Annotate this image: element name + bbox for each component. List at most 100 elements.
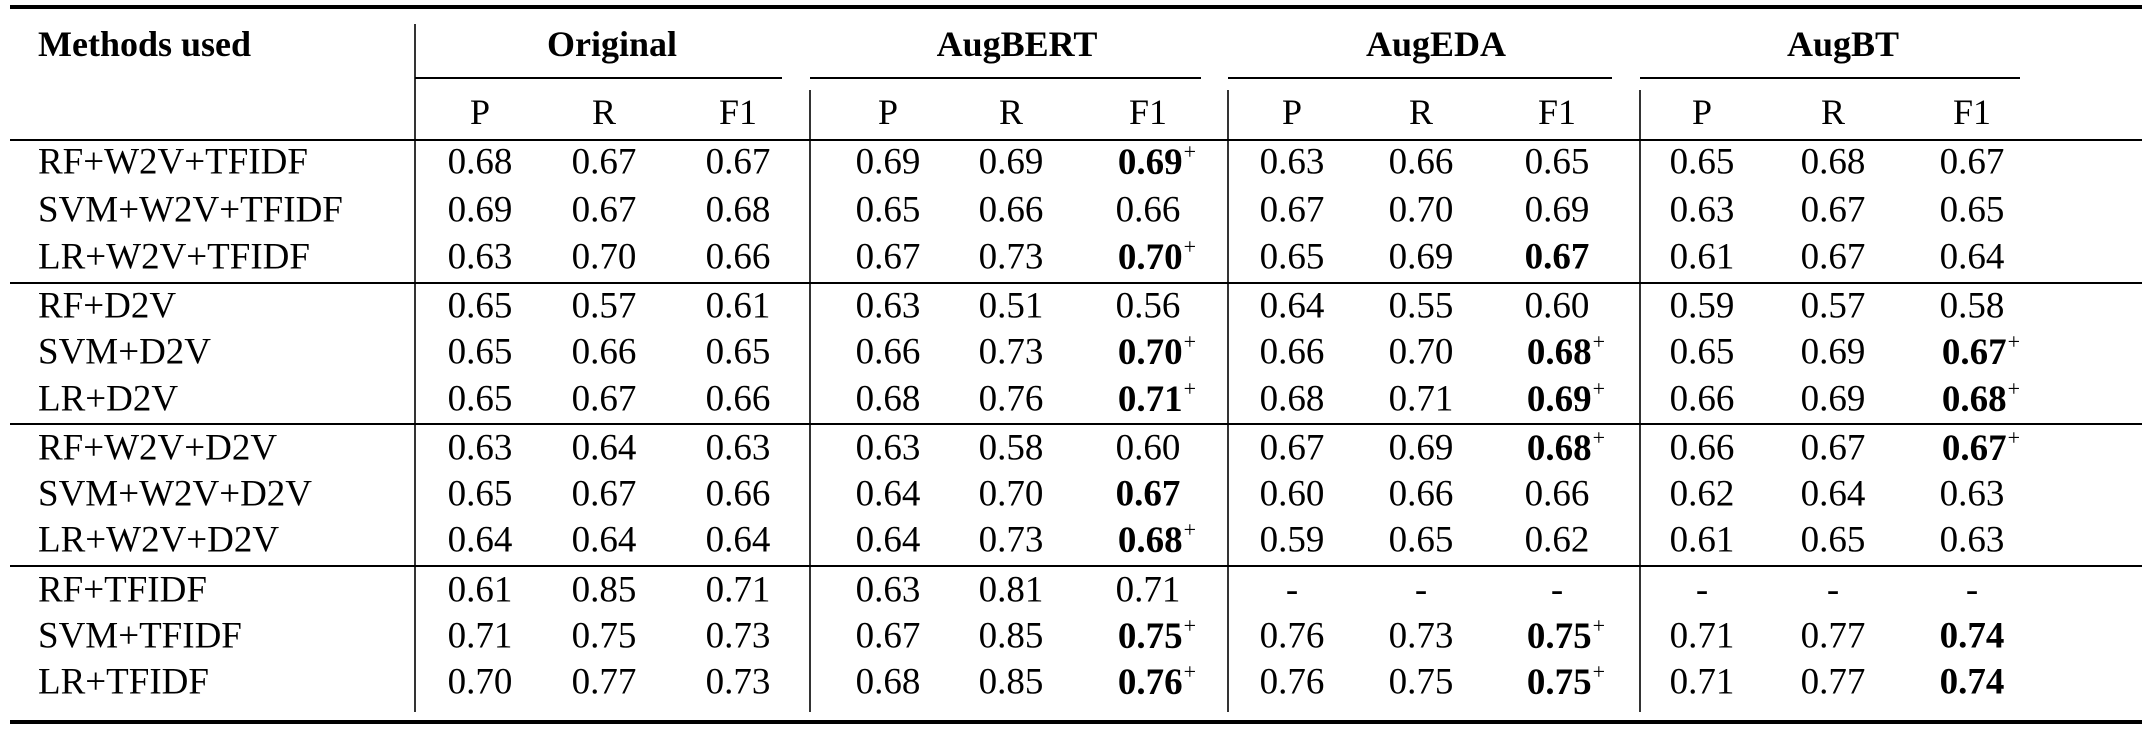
table-cell-value: 0.63	[1939, 519, 2005, 561]
row-method-label: SVM+TFIDF	[38, 615, 242, 657]
table-cell-value: 0.67	[1800, 189, 1866, 231]
table-cell-value: 0.66	[1259, 331, 1325, 373]
table-cell-value: -	[1550, 569, 1564, 611]
subheader-f1: F1	[1952, 92, 1992, 132]
group-header-augeda: AugEDA	[1365, 24, 1507, 64]
significance-marker: +	[1592, 612, 1606, 638]
significance-marker: +	[2007, 375, 2021, 401]
table-cell-value: 0.77	[1800, 661, 1866, 703]
table-cell-value: 0.67	[855, 615, 921, 657]
table-cell-value: 0.68	[1259, 378, 1325, 420]
table-cell-value: 0.61	[1669, 519, 1735, 561]
table-cell-number: 0.75	[1526, 662, 1592, 704]
table-cell-value: 0.75	[571, 615, 637, 657]
table-cell-value: -	[1695, 569, 1709, 611]
row-method-label: LR+W2V+TFIDF	[38, 236, 310, 278]
table-cell-value: 0.65	[1939, 189, 2005, 231]
table-cell-value: 0.68+	[1941, 377, 2020, 421]
table-cell-value: 0.64	[447, 519, 513, 561]
row-method-label: LR+D2V	[38, 378, 179, 420]
table-cell-value: 0.63	[705, 427, 771, 469]
table-cell-value: 0.63	[447, 236, 513, 278]
significance-marker: +	[1183, 375, 1197, 401]
table-cell-value: 0.63	[855, 427, 921, 469]
significance-marker: +	[1592, 658, 1606, 684]
table-cell-number: 0.71	[1117, 379, 1183, 421]
table-cell-value: 0.68	[705, 189, 771, 231]
subheader-p: P	[1691, 92, 1713, 132]
table-cell-value: 0.63	[855, 569, 921, 611]
significance-marker: +	[1592, 375, 1606, 401]
row-method-label: SVM+W2V+TFIDF	[38, 189, 343, 231]
table-cell-number: 0.70	[1117, 237, 1183, 279]
table-cell-value: 0.69	[1388, 236, 1454, 278]
table-cell-value: 0.66	[705, 236, 771, 278]
table-cell-value: 0.69	[1388, 427, 1454, 469]
significance-marker: +	[1592, 424, 1606, 450]
table-cell-value: 0.69+	[1118, 140, 1196, 181]
table-cell-value: 0.73	[1388, 615, 1454, 657]
table-cell-value: 0.70	[571, 236, 637, 278]
table-cell-value: 0.51	[978, 285, 1044, 327]
subheader-p: P	[1281, 92, 1303, 132]
subheader-r: R	[591, 92, 617, 132]
table-cell-value: 0.85	[978, 615, 1044, 657]
table-cell-value: 0.61	[1669, 236, 1735, 278]
table-cell-value: 0.69	[1800, 331, 1866, 373]
table-cell-value: 0.63	[1939, 473, 2005, 515]
table-cell-value: 0.64	[1939, 236, 2005, 278]
subheader-p: P	[877, 92, 899, 132]
table-cell-value: 0.77	[1800, 615, 1866, 657]
significance-marker: +	[1183, 138, 1197, 164]
table-cell-value: 0.65	[1669, 141, 1735, 183]
subheader-p: P	[469, 92, 491, 132]
table-cell-value: 0.69	[447, 189, 513, 231]
table-cell-value: 0.71	[1669, 615, 1735, 657]
table-cell-number: 0.68	[1941, 379, 2007, 421]
table-cell-value: 0.64	[571, 519, 637, 561]
table-cell-number: 0.67	[1941, 428, 2007, 470]
table-cell-value: 0.66	[855, 331, 921, 373]
table-cell-value: -	[1965, 569, 1979, 611]
table-cell-value: 0.60	[1115, 427, 1181, 469]
table-cell-value: 0.67	[1115, 473, 1181, 515]
table-cell-value: 0.75+	[1118, 614, 1196, 655]
table-cell-value: 0.67	[1800, 427, 1866, 469]
table-cell-value: 0.66	[1669, 427, 1735, 469]
table-cell-value: 0.67	[705, 141, 771, 183]
table-cell-value: 0.71	[447, 615, 513, 657]
table-cell-value: 0.76	[978, 378, 1044, 420]
table-cell-number: 0.69	[1526, 379, 1592, 421]
table-cell-value: 0.60	[1524, 285, 1590, 327]
table-cell-value: 0.69	[1800, 378, 1866, 420]
table-cell-value: 0.66	[705, 378, 771, 420]
subheader-f1: F1	[718, 92, 758, 132]
table-cell-value: 0.67	[571, 189, 637, 231]
table-cell-value: 0.77	[571, 661, 637, 703]
table-cell-value: 0.61	[705, 285, 771, 327]
table-cell-value: 0.73	[978, 519, 1044, 561]
table-cell-number: 0.68	[1526, 428, 1592, 470]
table-cell-value: 0.63	[1669, 189, 1735, 231]
table-cell-value: 0.59	[1669, 285, 1735, 327]
table-cell-value: 0.65	[1524, 141, 1590, 183]
table-cell-value: 0.70	[447, 661, 513, 703]
table-cell-value: 0.70+	[1117, 235, 1196, 279]
table-cell-value: 0.64	[1259, 285, 1325, 327]
table-cell-value: 0.65	[1388, 519, 1454, 561]
table-cell-value: 0.69	[1524, 189, 1590, 231]
table-cell-value: 0.70	[978, 473, 1044, 515]
table-cell-value: 0.65	[1669, 331, 1735, 373]
table-cell-number: 0.67	[1941, 332, 2007, 374]
table-cell-value: 0.71+	[1117, 377, 1196, 421]
table-cell-value: 0.66	[1388, 141, 1454, 183]
table-cell-value: 0.74	[1939, 615, 2005, 657]
table-cell-value: 0.74	[1939, 661, 2005, 703]
table-cell-value: 0.62	[1669, 473, 1735, 515]
table-cell-value: 0.67+	[1941, 426, 2020, 470]
table-cell-value: 0.76	[1259, 661, 1325, 703]
table-cell-value: 0.67	[855, 236, 921, 278]
subheader-r: R	[1820, 92, 1846, 132]
table-cell-value: 0.67	[1259, 189, 1325, 231]
table-cell-value: 0.65	[1259, 236, 1325, 278]
